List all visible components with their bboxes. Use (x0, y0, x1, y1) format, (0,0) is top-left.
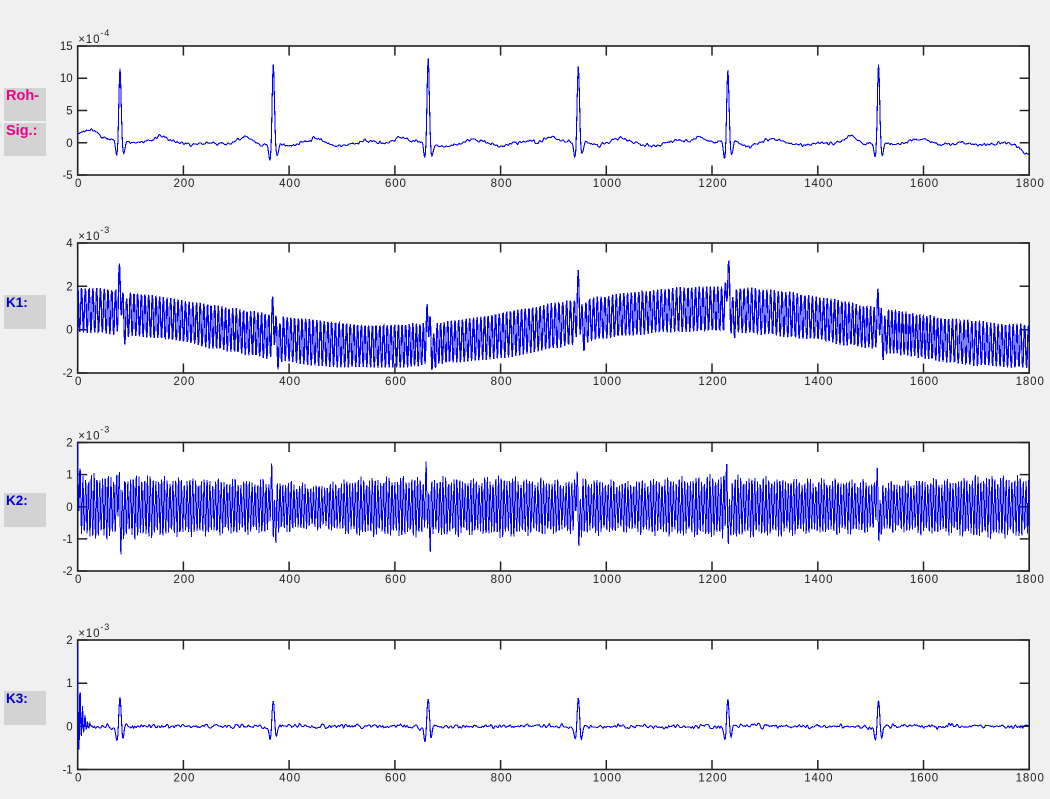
svg-text:0: 0 (66, 721, 72, 733)
svg-text:-2: -2 (62, 368, 72, 380)
svg-text:2: 2 (66, 281, 72, 293)
svg-text:1: 1 (66, 678, 72, 690)
svg-text:1200: 1200 (698, 772, 727, 784)
svg-text:1600: 1600 (910, 178, 939, 190)
svg-text:2: 2 (66, 635, 72, 647)
svg-text:1400: 1400 (804, 376, 833, 388)
svg-text:800: 800 (491, 178, 513, 190)
svg-text:1200: 1200 (698, 376, 727, 388)
svg-text:1600: 1600 (910, 574, 939, 586)
svg-text:400: 400 (279, 376, 301, 388)
svg-text:1000: 1000 (593, 178, 622, 190)
svg-text:800: 800 (491, 772, 513, 784)
svg-text:0: 0 (75, 772, 82, 784)
svg-text:0: 0 (66, 502, 72, 514)
svg-text:200: 200 (173, 772, 195, 784)
svg-text:0: 0 (75, 574, 82, 586)
svg-text:-1: -1 (62, 534, 72, 546)
svg-text:1: 1 (66, 470, 72, 482)
svg-text:1000: 1000 (593, 376, 622, 388)
svg-text:600: 600 (385, 376, 407, 388)
svg-text:2: 2 (66, 438, 72, 450)
svg-text:0: 0 (75, 376, 82, 388)
svg-text:400: 400 (279, 574, 301, 586)
svg-text:10: 10 (60, 73, 73, 85)
svg-text:1000: 1000 (593, 574, 622, 586)
svg-text:200: 200 (173, 376, 195, 388)
svg-text:1200: 1200 (698, 178, 727, 190)
svg-text:1800: 1800 (1016, 574, 1045, 586)
svg-text:15: 15 (60, 41, 73, 53)
svg-text:1400: 1400 (804, 772, 833, 784)
svg-text:-5: -5 (62, 170, 72, 182)
svg-text:600: 600 (385, 178, 407, 190)
svg-text:1400: 1400 (804, 178, 833, 190)
svg-text:-2: -2 (62, 566, 72, 578)
svg-text:400: 400 (279, 178, 301, 190)
svg-text:800: 800 (491, 574, 513, 586)
svg-text:800: 800 (491, 376, 513, 388)
svg-text:1600: 1600 (910, 376, 939, 388)
svg-text:400: 400 (279, 772, 301, 784)
svg-text:5: 5 (66, 106, 72, 118)
svg-text:0: 0 (75, 178, 82, 190)
svg-text:1600: 1600 (910, 772, 939, 784)
svg-text:1200: 1200 (698, 574, 727, 586)
svg-text:0: 0 (66, 325, 72, 337)
svg-text:4: 4 (66, 238, 73, 250)
svg-text:0: 0 (66, 138, 72, 150)
svg-text:200: 200 (173, 574, 195, 586)
svg-text:200: 200 (173, 178, 195, 190)
svg-text:1400: 1400 (804, 574, 833, 586)
svg-text:1800: 1800 (1016, 772, 1045, 784)
svg-text:1800: 1800 (1016, 376, 1045, 388)
svg-text:600: 600 (385, 772, 407, 784)
svg-text:600: 600 (385, 574, 407, 586)
svg-text:1800: 1800 (1016, 178, 1045, 190)
svg-text:-1: -1 (62, 765, 72, 777)
svg-text:1000: 1000 (593, 772, 622, 784)
